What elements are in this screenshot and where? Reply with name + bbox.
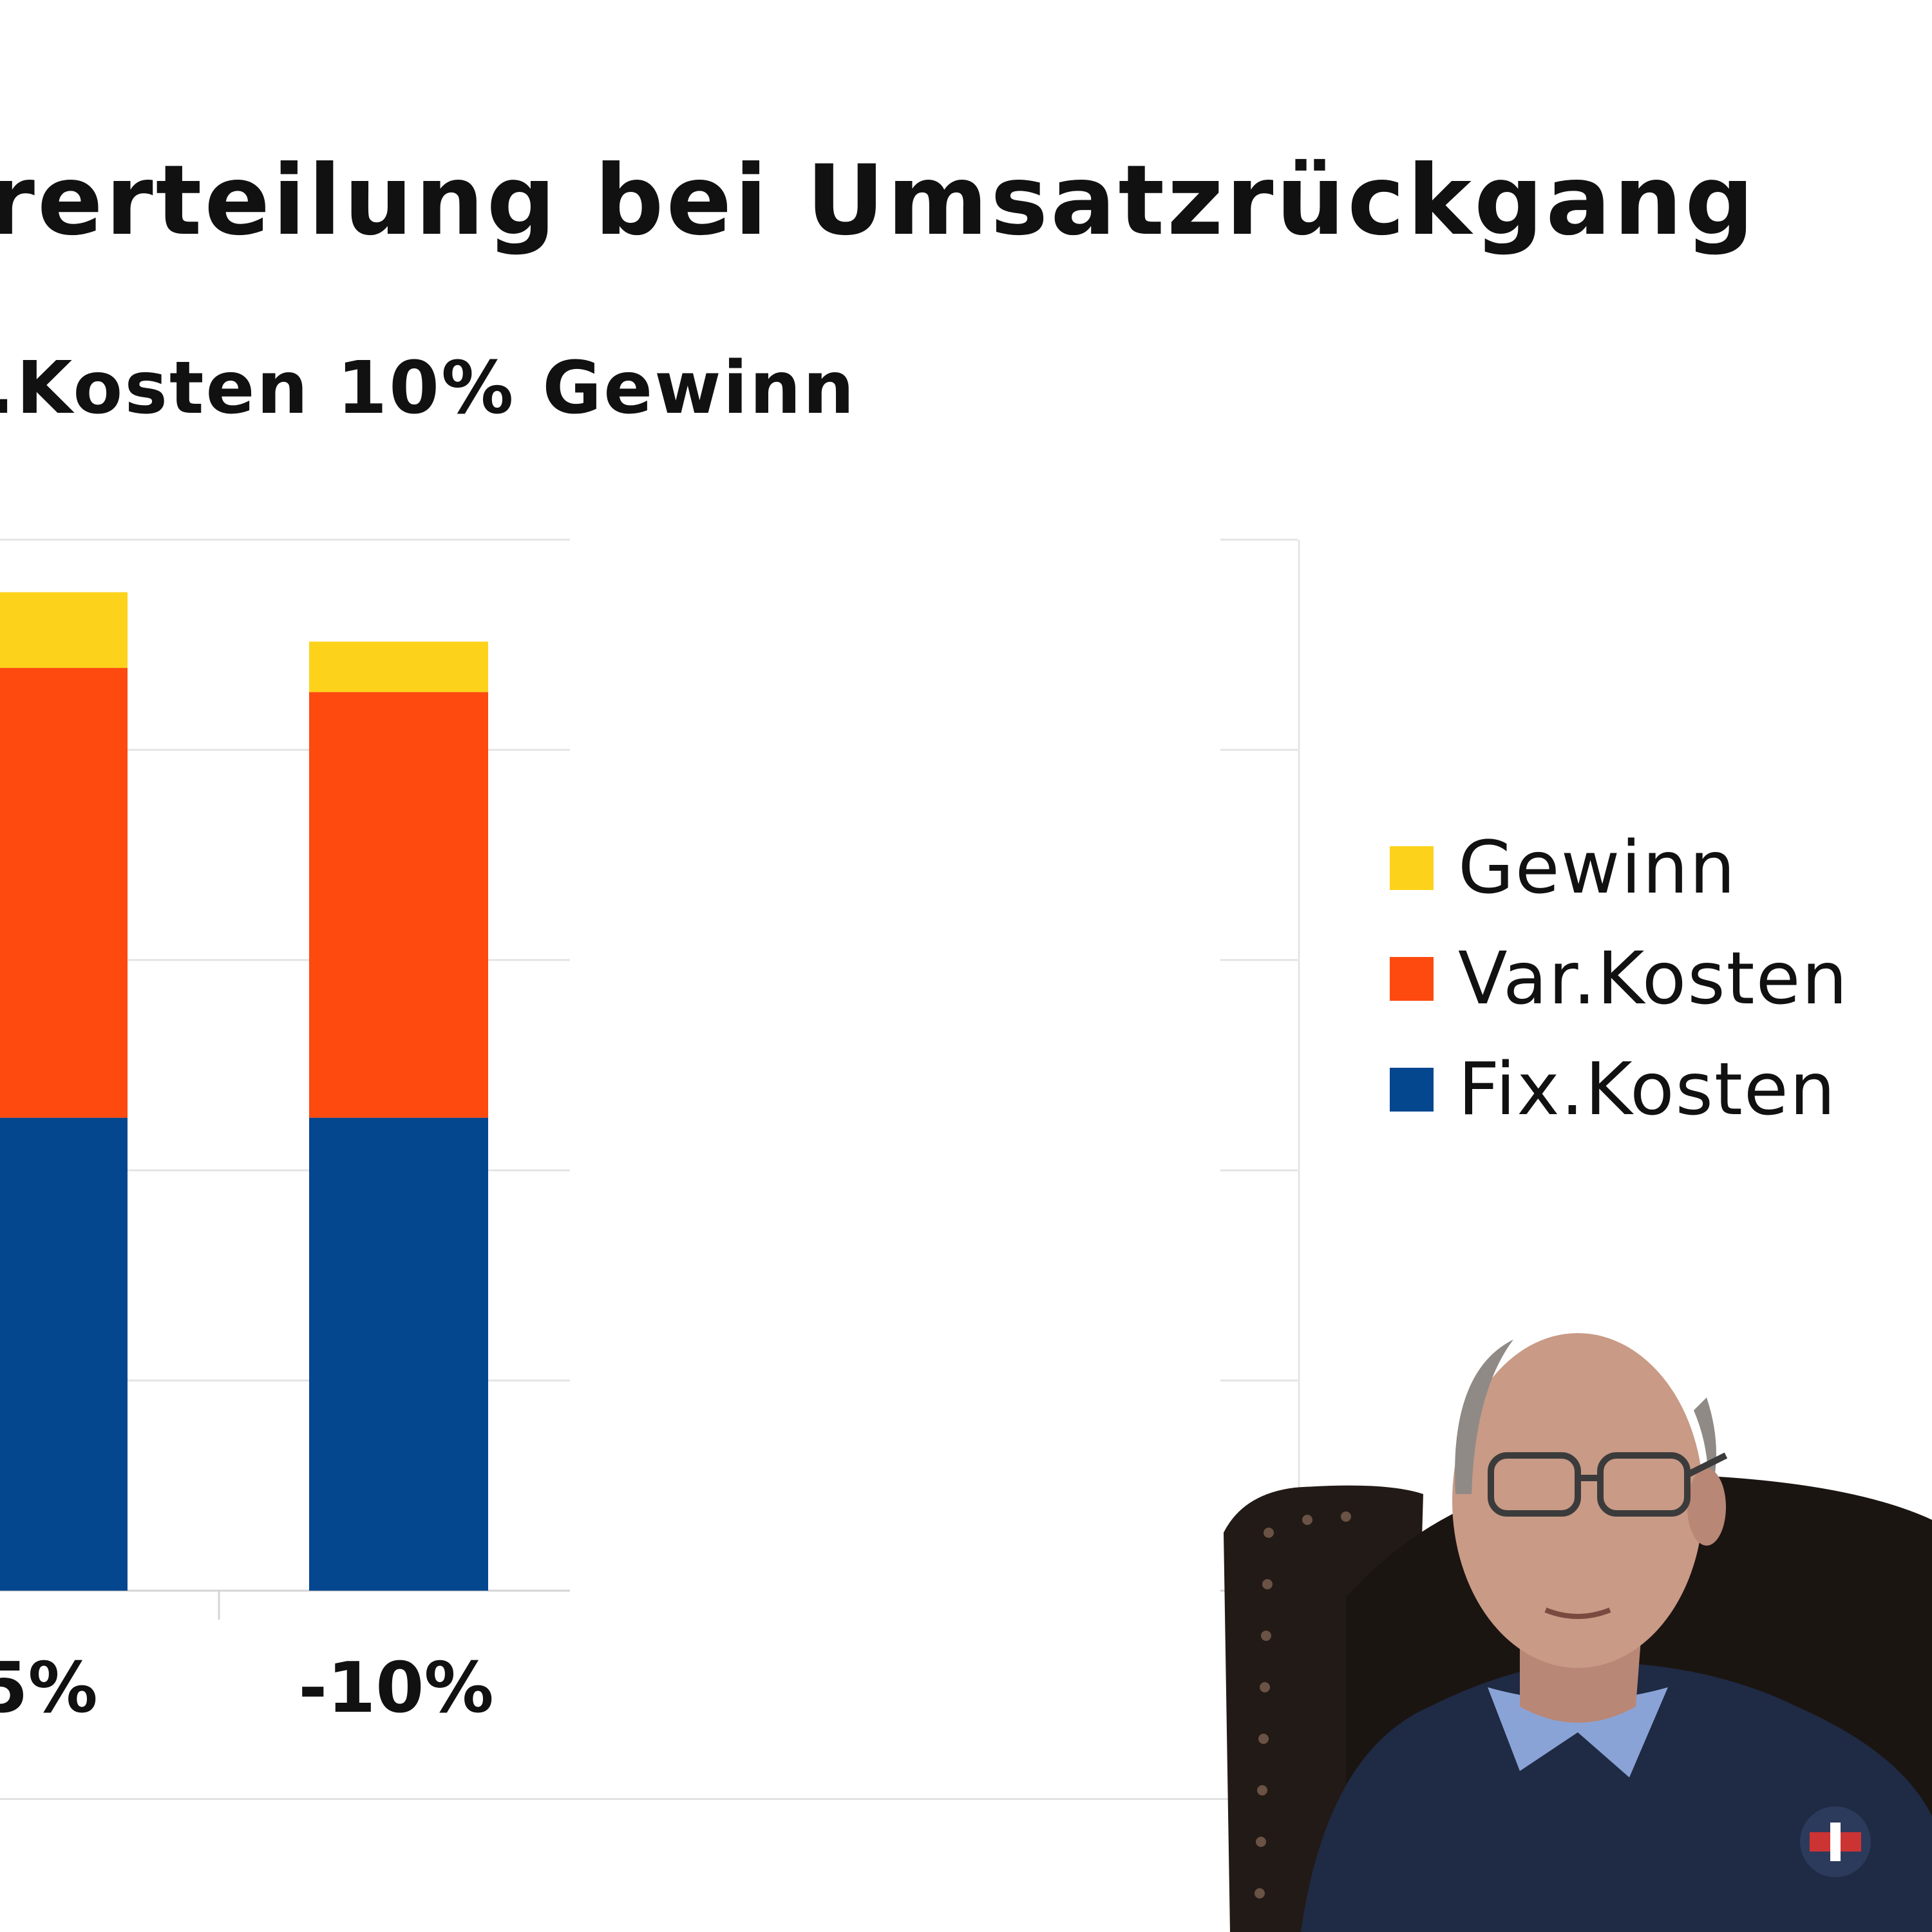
slide-subtitle: .Kosten 10% Gewinn: [0, 346, 857, 430]
bars: [0, 592, 488, 1591]
mouth-shape: [1544, 1607, 1611, 1619]
bar-var-kosten-1: [309, 692, 488, 1118]
legend-label-fix-kosten: Fix.Kosten: [1458, 1048, 1837, 1132]
legend-swatch-var-kosten: [1390, 957, 1434, 1001]
jacket-logo-icon: [1800, 1806, 1871, 1877]
bar-var-kosten-0: [0, 668, 128, 1118]
glasses-icon: [1488, 1452, 1728, 1517]
bar-fix-kosten-0: [0, 1117, 128, 1591]
bar-fix-kosten-1: [309, 1117, 488, 1591]
legend-swatch-gewinn: [1390, 846, 1434, 890]
hair-shape: [1455, 1340, 1513, 1494]
gridlines: [0, 538, 1300, 1620]
legend-label-var-kosten: Var.Kosten: [1458, 937, 1849, 1021]
chart-legend: Gewinn Var.Kosten Fix.Kosten: [1390, 813, 1848, 1145]
slide-divider: [0, 1798, 1932, 1800]
bar-gewinn-1: [309, 641, 488, 692]
slide-title: rerteilung bei Umsatzrückgang: [0, 145, 1757, 257]
legend-label-gewinn: Gewinn: [1458, 826, 1737, 910]
legend-item-var-kosten: Var.Kosten: [1390, 923, 1848, 1034]
category-labels: 5% -10%: [0, 1648, 494, 1728]
presenter-webcam-icon: [1224, 1333, 1932, 1932]
bar-gewinn-0: [0, 592, 128, 668]
chair-studs: [1255, 1511, 1351, 1899]
category-label: -10%: [298, 1648, 493, 1728]
legend-swatch-fix-kosten: [1390, 1068, 1434, 1112]
ear-shape: [1687, 1468, 1726, 1546]
legend-item-gewinn: Gewinn: [1390, 813, 1848, 923]
legend-item-fix-kosten: Fix.Kosten: [1390, 1034, 1848, 1145]
category-label: 5%: [0, 1648, 98, 1728]
jacket-shape: [1301, 1662, 1932, 1932]
